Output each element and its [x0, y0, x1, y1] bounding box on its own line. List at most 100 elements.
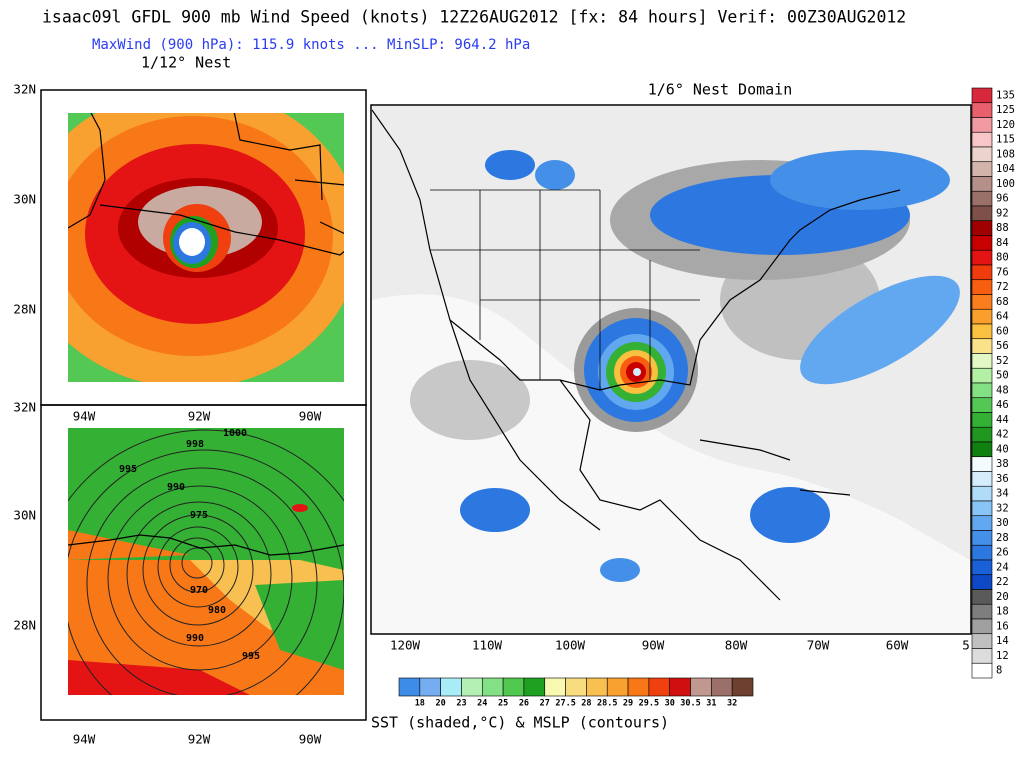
colorbar-swatch	[971, 441, 993, 458]
colorbar-swatch	[502, 677, 525, 697]
contour-label: 980	[208, 605, 226, 616]
colorbar-swatch	[971, 235, 993, 251]
colorbar-swatch	[971, 618, 993, 635]
colorbar-swatch	[971, 471, 993, 487]
colorbar-label: 88	[996, 222, 1009, 234]
colorbar-swatch	[544, 677, 566, 697]
subtitle: MaxWind (900 hPa): 115.9 knots ... MinSL…	[92, 37, 530, 53]
colorbar-swatch	[971, 485, 993, 502]
lon-label: 70W	[807, 638, 830, 653]
colorbar-label: 100	[996, 178, 1015, 190]
lon-label: 5	[962, 638, 970, 653]
colorbar-swatch	[971, 220, 993, 236]
inner-sst-map	[68, 428, 344, 695]
lat-label: 32N	[13, 82, 36, 97]
lon-label: 100W	[555, 638, 586, 653]
colorbar-swatch	[398, 677, 421, 697]
colorbar-label: 18	[996, 606, 1009, 618]
contour-label: 995	[119, 464, 137, 475]
panel-frame	[40, 404, 367, 721]
lat-label: 30N	[13, 192, 36, 207]
colorbar-swatch	[971, 515, 993, 531]
lon-label: 92W	[188, 409, 211, 424]
colorbar-label: 80	[996, 252, 1009, 264]
colorbar-swatch	[971, 589, 993, 605]
colorbar-swatch	[971, 633, 993, 649]
lon-label: 90W	[642, 638, 665, 653]
colorbar-swatch	[971, 323, 993, 340]
colorbar-label: 48	[996, 384, 1009, 396]
colorbar-label: 125	[996, 104, 1015, 116]
colorbar-label: 84	[996, 237, 1009, 249]
lat-label: 28N	[13, 302, 36, 317]
colorbar-label: 8	[996, 665, 1002, 677]
colorbar-swatch	[971, 426, 993, 443]
colorbar-label: 30	[665, 699, 675, 709]
lon-label: 60W	[886, 638, 909, 653]
colorbar-label: 104	[996, 163, 1015, 175]
colorbar-label: 20	[436, 699, 446, 709]
colorbar-swatch	[971, 456, 993, 472]
colorbar-label: 31	[706, 699, 716, 709]
colorbar-label: 26	[996, 547, 1009, 559]
title: isaac09l GFDL 900 mb Wind Speed (knots) …	[42, 8, 906, 27]
colorbar-label: 27.5	[555, 699, 575, 709]
colorbar-swatch	[481, 677, 504, 697]
colorbar-label: 28.5	[597, 699, 617, 709]
colorbar-swatch	[627, 677, 650, 697]
colorbar-label: 23	[456, 699, 466, 709]
lon-label: 90W	[299, 732, 322, 747]
colorbar-label: 108	[996, 148, 1015, 160]
colorbar-swatch	[971, 382, 993, 399]
colorbar-swatch	[565, 677, 587, 697]
lat-label: 32N	[13, 400, 36, 415]
lon-label: 94W	[73, 732, 96, 747]
colorbar-swatch	[461, 677, 483, 697]
colorbar-swatch	[523, 677, 546, 697]
colorbar-label: 16	[996, 620, 1009, 632]
colorbar-label: 44	[996, 414, 1009, 426]
colorbar-swatch	[971, 87, 993, 104]
contour-label: 975	[190, 510, 208, 521]
colorbar-swatch	[971, 176, 993, 192]
colorbar-swatch	[971, 205, 993, 222]
colorbar-label: 14	[996, 635, 1009, 647]
colorbar-swatch	[971, 264, 993, 281]
colorbar-label: 24	[477, 699, 487, 709]
colorbar-swatch	[971, 190, 993, 207]
colorbar-swatch	[586, 677, 608, 697]
colorbar-swatch	[971, 308, 993, 325]
contour-label: 970	[190, 585, 208, 596]
colorbar-swatch	[971, 397, 993, 413]
colorbar-swatch	[971, 530, 993, 546]
colorbar-label: 38	[996, 458, 1009, 470]
colorbar-label: 92	[996, 207, 1009, 219]
colorbar-swatch	[971, 544, 993, 561]
colorbar-swatch	[669, 677, 691, 697]
colorbar-label: 22	[996, 576, 1009, 588]
colorbar-swatch	[690, 677, 712, 697]
outer-wind-map	[372, 106, 970, 633]
colorbar-swatch	[971, 648, 993, 664]
colorbar-label: 27	[540, 699, 550, 709]
colorbar-label: 29	[623, 699, 633, 709]
contour-label: 998	[186, 439, 204, 450]
colorbar-label: 34	[996, 488, 1009, 500]
lat-label: 30N	[13, 508, 36, 523]
colorbar-swatch	[971, 161, 993, 177]
pressure-contours	[68, 429, 344, 695]
lon-label: 92W	[188, 732, 211, 747]
colorbar-swatch	[971, 603, 993, 620]
colorbar-label: 26	[519, 699, 529, 709]
colorbar-swatch	[971, 662, 993, 679]
colorbar-swatch	[971, 353, 993, 369]
colorbar-label: 18	[415, 699, 425, 709]
colorbar-label: 28	[581, 699, 591, 709]
nest-label: 1/12° Nest	[141, 54, 231, 72]
colorbar-swatch	[731, 677, 754, 697]
colorbar-label: 64	[996, 311, 1009, 323]
wind-colorbar: 135 125 120 115 108 104 100 96 92 88 84 80 76 72 68 64 6…	[971, 87, 1015, 679]
lon-label: 94W	[73, 409, 96, 424]
colorbar-label: 12	[996, 650, 1009, 662]
inner-wind-map	[68, 113, 344, 382]
